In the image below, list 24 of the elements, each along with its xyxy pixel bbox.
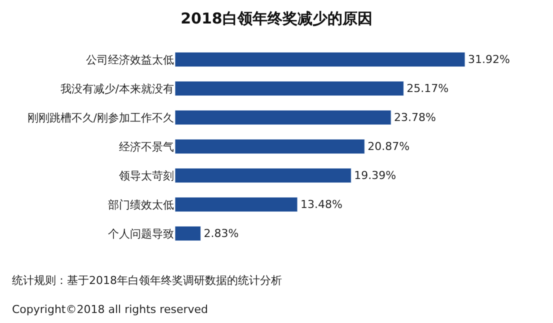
y-tick-label: 我没有减少/本来就没有 bbox=[60, 82, 174, 96]
y-tick-label: 经济不景气 bbox=[119, 140, 174, 154]
y-tick-label: 公司经济效益太低 bbox=[86, 53, 174, 66]
data-label: 23.78% bbox=[394, 111, 436, 124]
bar bbox=[175, 52, 466, 67]
data-label: 25.17% bbox=[406, 82, 449, 95]
data-label: 2.83% bbox=[204, 227, 239, 240]
data-label: 31.92% bbox=[468, 53, 510, 66]
bar bbox=[175, 197, 298, 212]
data-label: 20.87% bbox=[368, 140, 410, 153]
data-label: 13.48% bbox=[300, 198, 342, 211]
bar bbox=[175, 226, 201, 241]
chart-title: 2018白领年终奖减少的原因 bbox=[180, 9, 372, 28]
text: 统计规则：基于2018年白领年终奖调研数据的统计分析 bbox=[12, 274, 282, 287]
y-tick-label: 部门绩效太低 bbox=[108, 198, 174, 212]
bar bbox=[175, 110, 392, 125]
bar bbox=[175, 139, 365, 154]
data-label: 19.39% bbox=[354, 169, 396, 182]
bar bbox=[175, 168, 352, 183]
y-tick-label: 刚刚跳槽不久/刚参加工作不久 bbox=[27, 111, 174, 124]
bar bbox=[175, 81, 404, 96]
y-tick-label: 领导太苛刻 bbox=[119, 169, 174, 182]
y-tick-label: 个人问题导致 bbox=[108, 227, 174, 240]
text: Copyright©2018 all rights reserved bbox=[12, 303, 208, 316]
